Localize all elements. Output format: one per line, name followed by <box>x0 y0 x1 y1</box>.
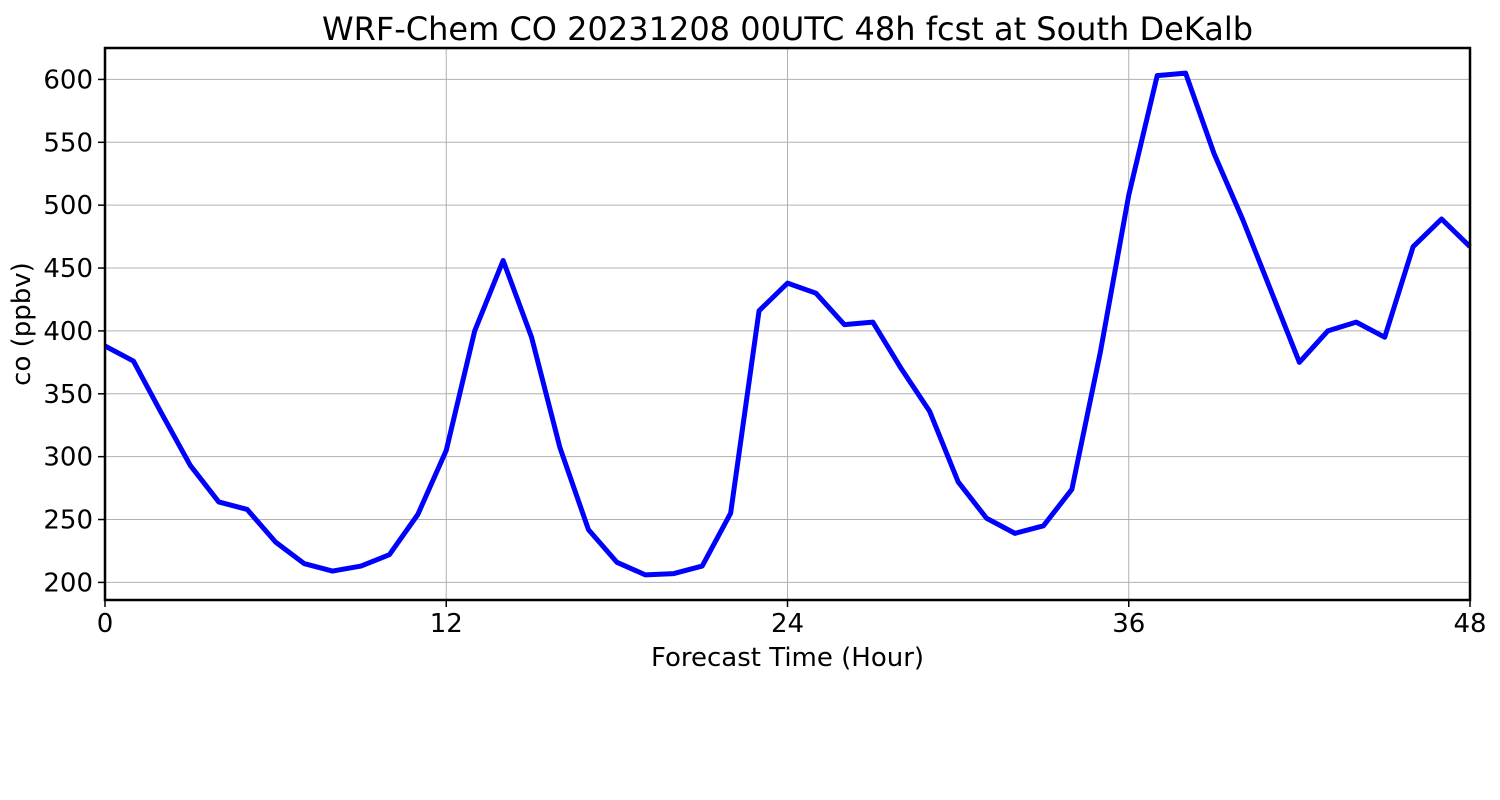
y-tick-label: 500 <box>43 191 93 221</box>
x-axis-ticks: 0 12 24 36 48 <box>97 600 1487 639</box>
y-tick-label: 550 <box>43 128 93 158</box>
x-tick-label: 24 <box>771 609 804 639</box>
x-tick-label: 48 <box>1453 609 1486 639</box>
x-axis-label: Forecast Time (Hour) <box>651 643 924 673</box>
y-tick-label: 300 <box>43 443 93 473</box>
plot-frame <box>103 46 1472 602</box>
chart-title: WRF-Chem CO 20231208 00UTC 48h fcst at S… <box>322 10 1253 48</box>
y-tick-label: 250 <box>43 506 93 536</box>
x-tick-label: 36 <box>1112 609 1145 639</box>
y-tick-label: 600 <box>43 65 93 95</box>
y-tick-label: 350 <box>43 380 93 410</box>
series-group <box>103 70 1472 578</box>
y-tick-label: 200 <box>43 568 93 598</box>
y-tick-label: 450 <box>43 254 93 284</box>
y-tick-label: 400 <box>43 317 93 347</box>
x-tick-label: 0 <box>97 609 114 639</box>
x-tick-label: 12 <box>430 609 463 639</box>
co-series-line <box>103 70 1472 578</box>
y-axis-label: co (ppbv) <box>7 262 37 386</box>
